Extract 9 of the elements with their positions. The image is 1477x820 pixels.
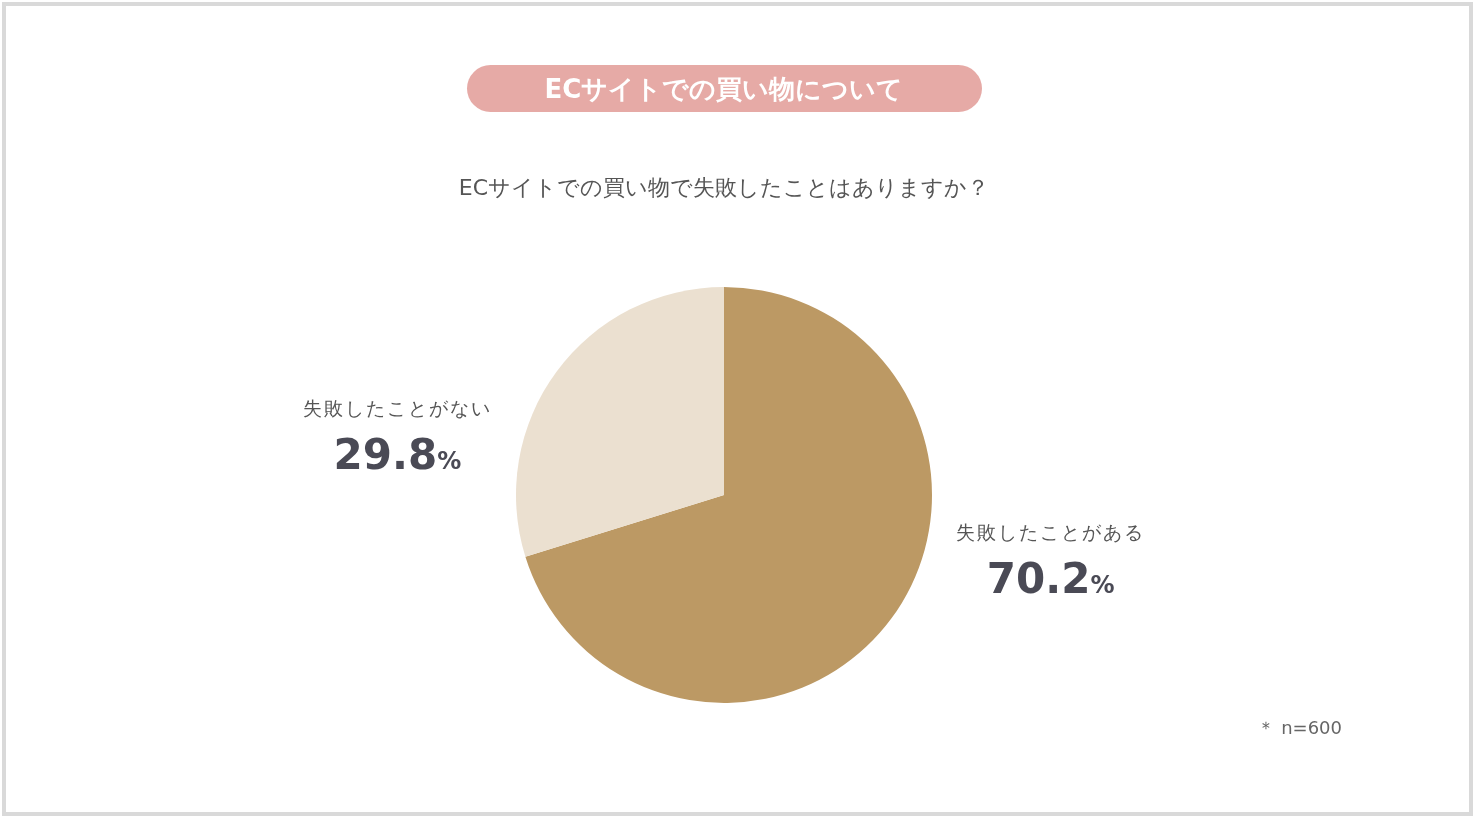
data-label: 29.8% <box>333 430 462 480</box>
slice-label: 失敗したことがない <box>302 397 492 420</box>
data-label: 70.2% <box>986 553 1115 603</box>
text: ＊ n=600 <box>1257 717 1342 738</box>
pie-slice <box>516 287 724 557</box>
chart-title: ECサイトでの買い物について <box>544 74 904 104</box>
slice-label: 失敗したことがある <box>956 520 1146 543</box>
pie-slice <box>525 287 932 703</box>
chart-subtitle: ECサイトでの買い物で失敗したことはありますか？ <box>458 175 990 200</box>
